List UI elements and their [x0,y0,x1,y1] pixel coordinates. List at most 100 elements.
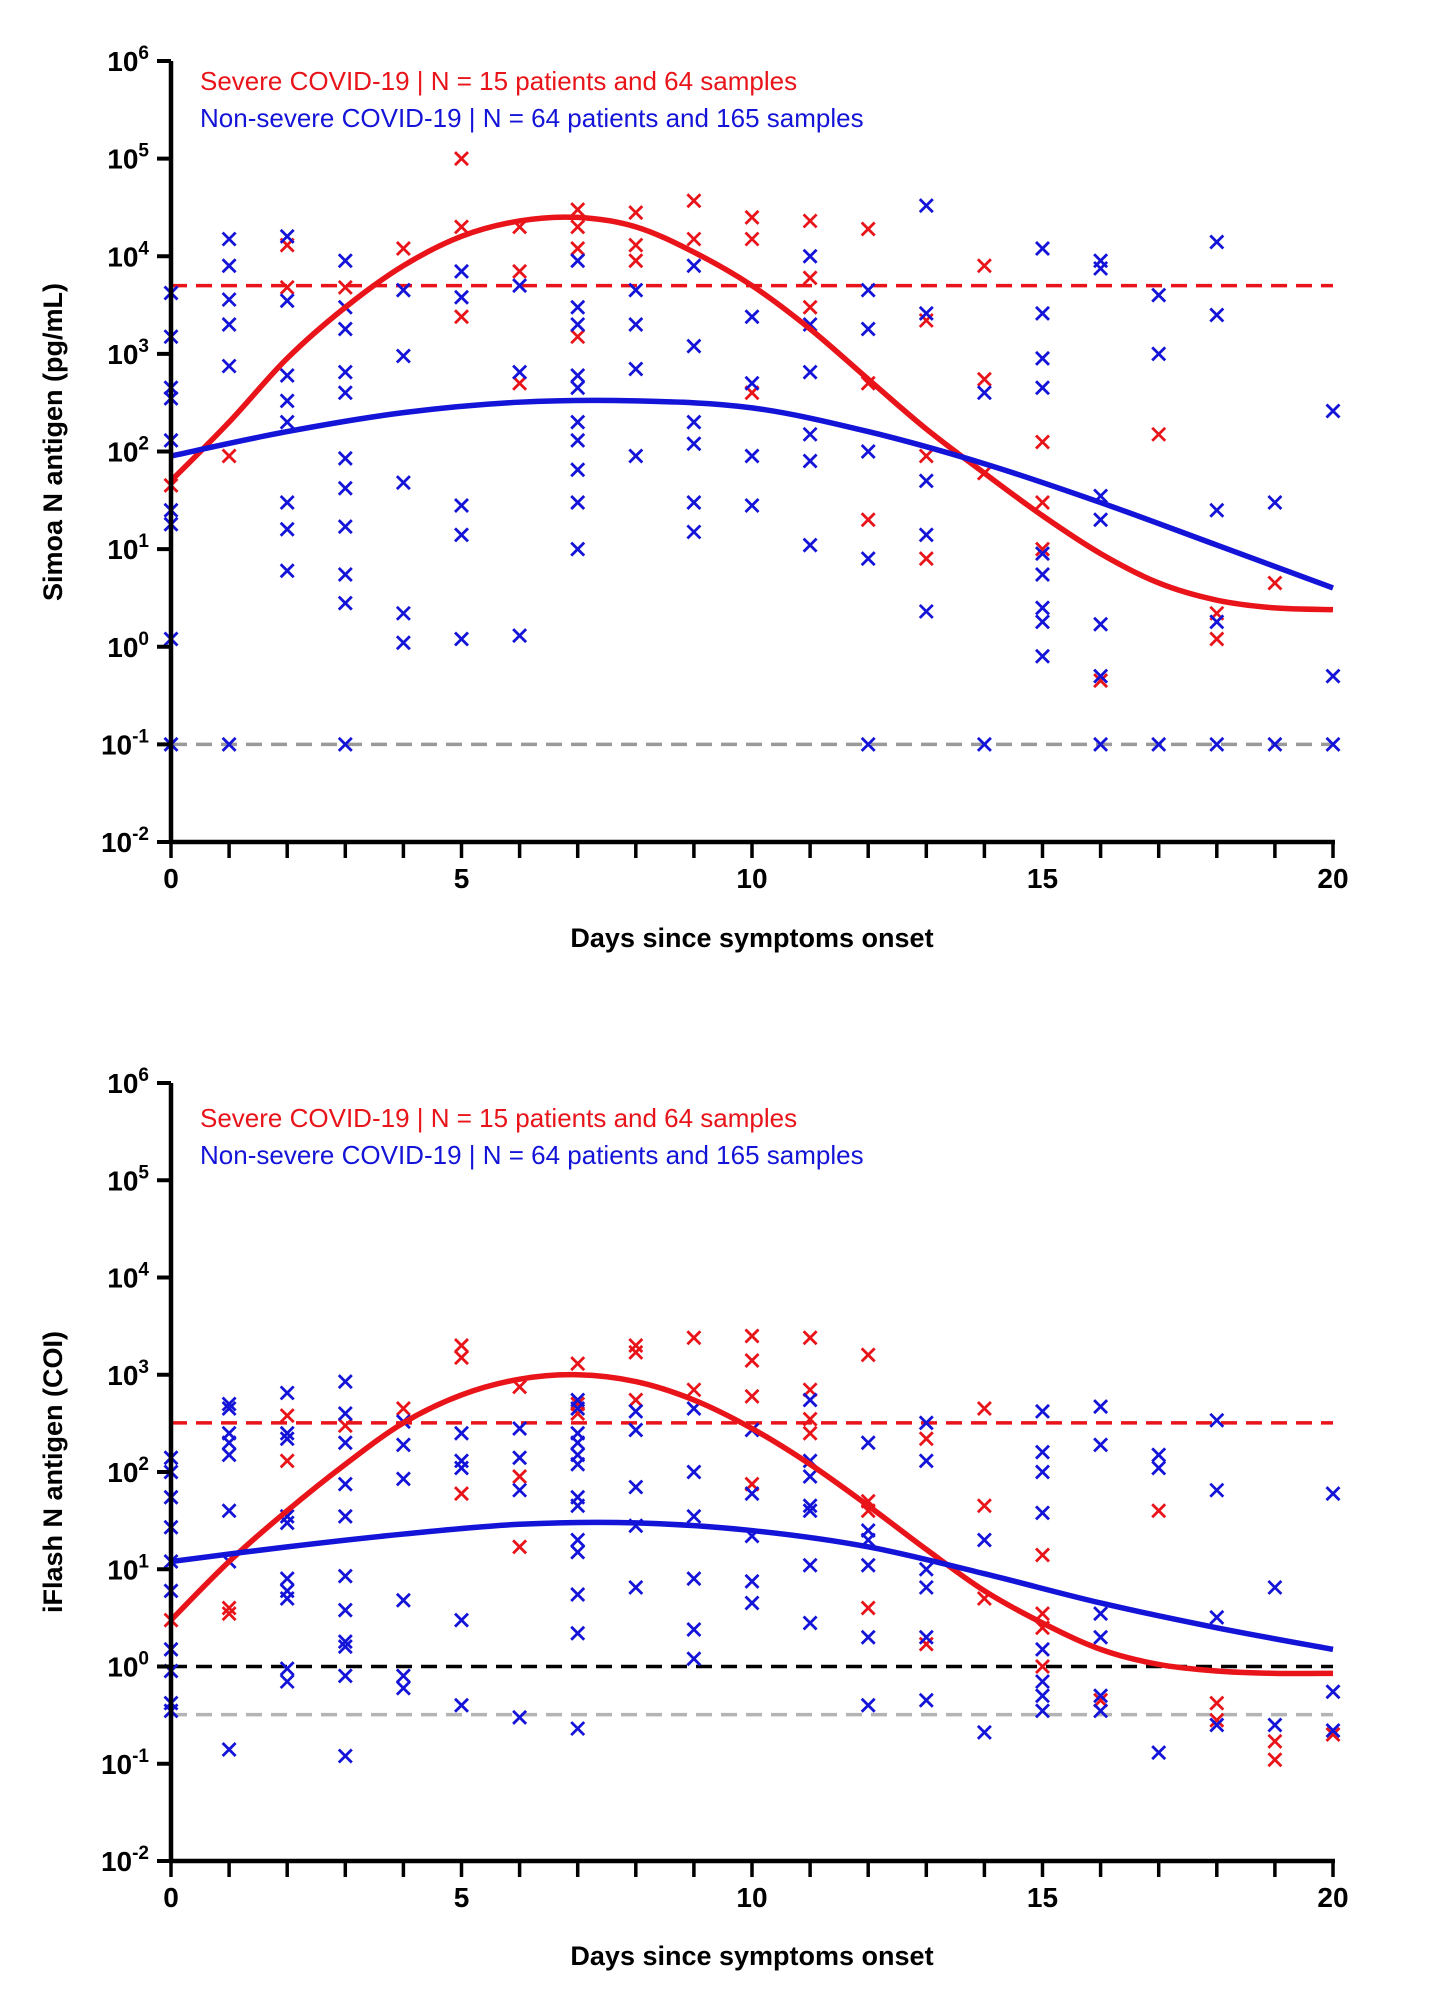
data-point [221,358,237,374]
x-marker-stroke [860,736,876,752]
data-point [802,1425,818,1441]
x-marker-stroke [860,221,876,237]
x-marker-stroke [1035,648,1050,664]
data-point [570,368,586,384]
data-point [1325,1722,1341,1738]
data-point [744,1486,760,1502]
data-point [570,462,586,478]
x-marker-stroke [570,1721,586,1737]
x-marker-stroke [1209,1609,1225,1625]
x-marker-stroke [279,1385,295,1401]
data-point [1325,1486,1341,1502]
data-point [1035,1703,1050,1719]
x-marker-stroke [860,1629,876,1645]
x-marker-stroke [1325,736,1341,752]
x-marker-stroke [918,1431,934,1447]
x-marker-stroke [1267,1733,1283,1749]
data-point [1093,668,1109,684]
x-marker-stroke [337,736,353,752]
data-point [395,605,411,621]
x-marker-stroke [337,1418,353,1434]
data-point [744,497,760,513]
x-marker-stroke [744,209,760,225]
x-marker-stroke [512,364,528,380]
data-point [744,1573,760,1589]
data-point [512,1421,528,1437]
data-point [337,385,353,401]
data-point [454,151,469,167]
data-point [1267,495,1283,511]
data-point [279,368,295,384]
x-marker-stroke [860,321,876,337]
x-marker-stroke [279,1425,295,1441]
data-point [570,202,586,218]
data-point [802,1392,818,1408]
x-marker-stroke [744,1353,760,1369]
x-marker-stroke [860,1600,876,1616]
data-point [628,237,644,253]
data-point [570,1435,586,1451]
x-marker-stroke [1209,614,1225,630]
data-point [628,1579,644,1595]
data-point [802,270,818,286]
data-point [395,282,411,298]
data-point [860,1347,876,1363]
data-point [1035,1659,1050,1674]
non-severe-series [163,1374,1341,1764]
x-marker-stroke [860,1347,876,1363]
data-point [570,495,586,511]
data-point [454,289,469,305]
data-point [1209,1482,1225,1498]
x-marker-stroke [1209,631,1225,647]
x-marker-stroke [744,1573,760,1589]
x-marker-stroke [337,566,353,582]
data-point [918,1415,934,1431]
y-tick-exponent: 5 [138,141,149,162]
x-marker-stroke [802,1557,818,1573]
data-point [221,448,237,464]
data-point [686,414,702,430]
x-marker-stroke [802,270,818,286]
y-tick-label: 105 [107,141,149,175]
x-marker-stroke [570,414,586,430]
data-point [1209,1695,1225,1711]
data-point [512,1539,528,1555]
x-marker-stroke [570,462,586,478]
x-marker-stroke [221,1606,237,1622]
x-marker-stroke [337,1476,353,1492]
x-marker-stroke [1093,1703,1109,1719]
x-marker-stroke [512,1379,528,1395]
data-point [628,1422,644,1438]
data-point [570,380,586,396]
x-marker-stroke [221,258,237,274]
x-marker-stroke [1151,1745,1167,1761]
x-marker-stroke [570,253,586,269]
x-marker-stroke [337,1435,353,1451]
data-point [918,1453,934,1469]
x-marker-stroke [918,1453,934,1469]
data-point [744,1328,760,1344]
data-point [395,635,411,651]
data-point [860,1435,876,1451]
x-marker-stroke [1093,1688,1109,1704]
x-marker-stroke [686,1622,702,1638]
data-point [512,1450,528,1466]
data-point [570,241,586,257]
x-marker-stroke [628,1579,644,1595]
y-tick-exponent: 2 [138,1454,149,1475]
data-point [1151,426,1167,442]
x-marker-stroke [337,1374,353,1390]
y-axis-title: Simoa N antigen (pg/mL) [38,283,68,601]
data-point [976,385,992,401]
data-point [221,231,237,247]
data-point [802,248,818,264]
data-point [1151,1447,1167,1463]
data-point [744,1595,760,1611]
y-tick-exponent: 3 [138,1357,149,1378]
y-tick-label: 10-2 [101,1843,149,1877]
x-marker-stroke [918,1561,934,1577]
data-point [976,1400,992,1416]
x-marker-stroke [512,628,528,644]
data-point [570,1400,586,1416]
data-point [454,1350,469,1366]
